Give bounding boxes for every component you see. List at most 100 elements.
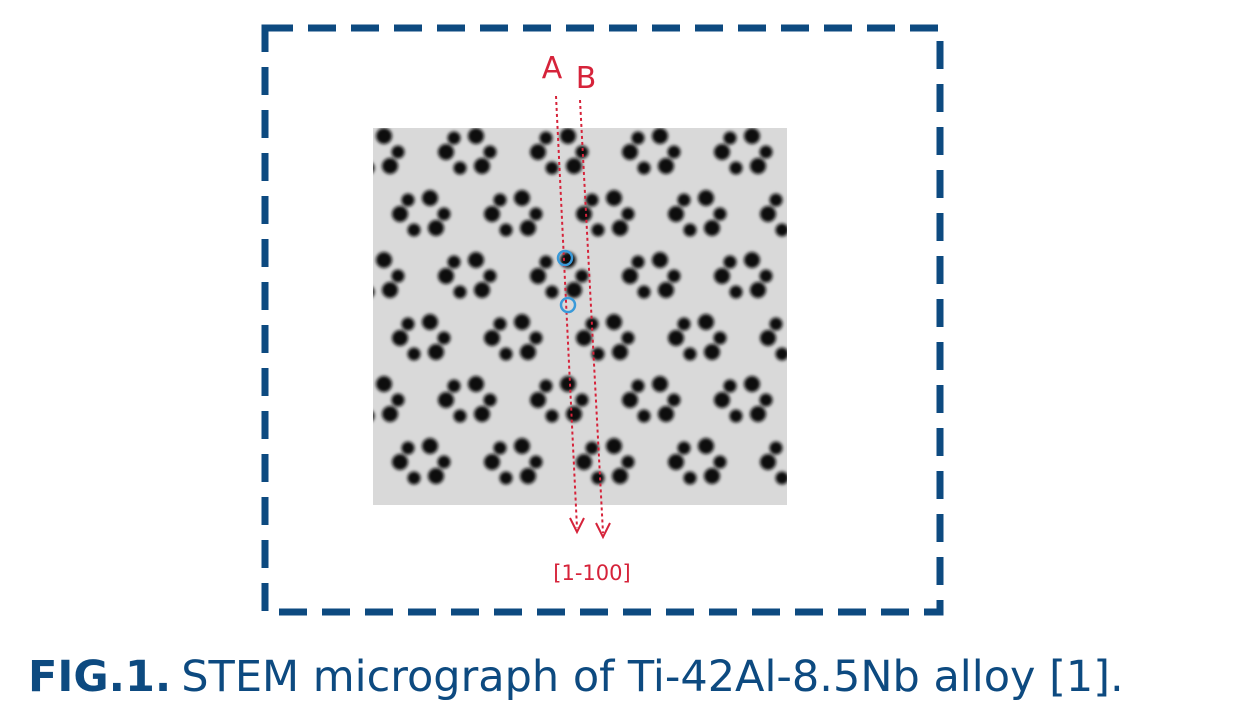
atom-dot bbox=[790, 66, 806, 82]
atom-dot bbox=[530, 208, 543, 221]
atom-dot bbox=[500, 100, 513, 113]
atom-dot bbox=[638, 162, 651, 175]
arrow-b-head bbox=[596, 523, 610, 537]
atom-dot bbox=[698, 66, 714, 82]
atom-dot bbox=[540, 256, 553, 269]
atom-dot bbox=[668, 394, 681, 407]
atom-dot bbox=[310, 442, 323, 455]
atom-dot bbox=[796, 344, 812, 360]
atom-dot bbox=[514, 190, 530, 206]
atom-dot bbox=[454, 286, 467, 299]
atom-dot bbox=[776, 100, 789, 113]
atom-dot bbox=[842, 158, 858, 174]
atom-dot bbox=[750, 406, 766, 422]
atom-dot bbox=[392, 394, 405, 407]
atom-dot bbox=[336, 96, 352, 112]
atom-dot bbox=[448, 256, 461, 269]
caption-text: STEM micrograph of Ti-42Al-8.5Nb alloy [… bbox=[181, 652, 1123, 702]
atom-dot bbox=[382, 406, 398, 422]
atom-dot bbox=[408, 100, 421, 113]
atom-dot bbox=[658, 158, 674, 174]
atom-dot bbox=[622, 332, 635, 345]
atom-dot bbox=[714, 456, 727, 469]
atom-dot bbox=[790, 314, 806, 330]
atom-dot bbox=[704, 220, 720, 236]
atom-dot bbox=[376, 128, 392, 144]
atom-dot bbox=[484, 146, 497, 159]
atom-dot bbox=[346, 456, 359, 469]
atom-dot bbox=[520, 468, 536, 484]
label-a: A bbox=[542, 51, 563, 86]
atom-dot bbox=[346, 332, 359, 345]
atom-dot bbox=[530, 268, 546, 284]
atom-dot bbox=[606, 314, 622, 330]
atom-dot bbox=[714, 144, 730, 160]
atom-dot bbox=[770, 194, 783, 207]
atom-dot bbox=[806, 456, 819, 469]
atom-dot bbox=[546, 162, 559, 175]
atom-dot bbox=[724, 132, 737, 145]
atom-dot bbox=[468, 252, 484, 268]
atom-dot bbox=[560, 376, 576, 392]
atom-dot bbox=[668, 82, 684, 98]
atom-dot bbox=[362, 410, 375, 423]
atom-dot bbox=[668, 454, 684, 470]
atom-dot bbox=[744, 252, 760, 268]
atom-dot bbox=[760, 270, 773, 283]
atom-dot bbox=[592, 100, 605, 113]
direction-label: [1-100] bbox=[553, 561, 630, 585]
page: {"figure": {"labels": {"a": "A", "b": "B… bbox=[0, 0, 1248, 722]
atom-dot bbox=[592, 472, 605, 485]
atom-dot bbox=[632, 132, 645, 145]
atom-dot bbox=[438, 456, 451, 469]
atom-dot bbox=[652, 252, 668, 268]
atom-dot bbox=[356, 256, 369, 269]
atom-dot bbox=[816, 256, 829, 269]
atom-dot bbox=[336, 220, 352, 236]
atom-dot bbox=[428, 96, 444, 112]
atom-dot bbox=[520, 344, 536, 360]
atom-dot bbox=[500, 224, 513, 237]
atom-dot bbox=[776, 472, 789, 485]
atom-dot bbox=[346, 208, 359, 221]
atom-dot bbox=[356, 380, 369, 393]
atom-dot bbox=[438, 84, 451, 97]
atom-dot bbox=[796, 220, 812, 236]
atom-dot bbox=[760, 206, 776, 222]
atom-dot bbox=[684, 348, 697, 361]
atom-dot bbox=[530, 392, 546, 408]
atom-dot bbox=[606, 438, 622, 454]
atom-dot bbox=[408, 348, 421, 361]
atom-dot bbox=[300, 206, 316, 222]
atom-dot bbox=[638, 286, 651, 299]
atom-dot bbox=[316, 348, 329, 361]
atom-dot bbox=[484, 454, 500, 470]
atom-dot bbox=[612, 96, 628, 112]
atom-dot bbox=[330, 438, 346, 454]
atom-dot bbox=[500, 348, 513, 361]
atom-dot bbox=[484, 82, 500, 98]
atom-dot bbox=[392, 270, 405, 283]
atom-dot bbox=[428, 468, 444, 484]
atom-dot bbox=[300, 82, 316, 98]
atom-dot bbox=[560, 128, 576, 144]
atom-dot bbox=[474, 406, 490, 422]
atom-dot bbox=[408, 224, 421, 237]
atom-dot bbox=[684, 100, 697, 113]
atom-dot bbox=[760, 330, 776, 346]
figure: A B [1-100] bbox=[0, 0, 1248, 640]
atom-dot bbox=[540, 380, 553, 393]
atom-dot bbox=[678, 442, 691, 455]
atom-dot bbox=[494, 70, 507, 83]
atom-dot bbox=[468, 376, 484, 392]
atom-dot bbox=[822, 162, 835, 175]
atom-dot bbox=[438, 208, 451, 221]
atom-dot bbox=[678, 318, 691, 331]
atom-dot bbox=[790, 190, 806, 206]
atom-dot bbox=[822, 286, 835, 299]
atom-dot bbox=[316, 472, 329, 485]
atom-dot bbox=[806, 144, 822, 160]
atom-dot bbox=[714, 268, 730, 284]
atom-dot bbox=[652, 128, 668, 144]
atom-dot bbox=[514, 438, 530, 454]
